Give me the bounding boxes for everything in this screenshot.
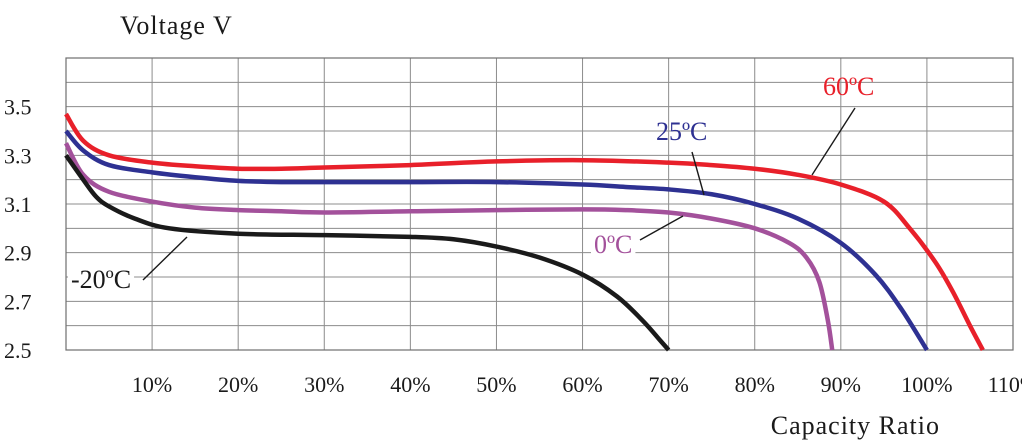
x-tick-label: 10%	[132, 372, 172, 397]
series-label-25c: 25ºC	[656, 117, 707, 146]
series-minus20c-line	[64, 154, 671, 352]
x-tick-label: 60%	[562, 372, 602, 397]
label-background	[68, 264, 135, 295]
x-tick-label: 110%	[988, 372, 1022, 397]
y-tick-label: 2.5	[4, 338, 32, 363]
x-tick-label: 70%	[648, 372, 688, 397]
y-tick-label: 3.1	[4, 192, 32, 217]
x-tick-label: 50%	[476, 372, 516, 397]
leader-line	[142, 236, 188, 281]
y-tick-label: 3.5	[4, 95, 32, 120]
label-background	[591, 229, 636, 260]
leader-line	[639, 215, 684, 241]
y-axis-ticks: 2.5 2.7 2.9 3.1 3.3 3.5	[4, 95, 32, 363]
y-tick-label: 2.9	[4, 241, 32, 266]
series-label-60c: 60ºC	[823, 72, 874, 101]
x-tick-label: 30%	[304, 372, 344, 397]
x-tick-label: 40%	[390, 372, 430, 397]
series-25c-line	[64, 129, 929, 352]
y-tick-label: 2.7	[4, 289, 32, 314]
series-60c-line	[64, 112, 985, 352]
y-axis-title: Voltage V	[120, 11, 233, 40]
grid	[66, 57, 1014, 351]
leader-line	[811, 107, 856, 176]
series-label-minus20c: -20ºC	[71, 265, 131, 294]
x-tick-label: 100%	[901, 372, 952, 397]
leader-line	[691, 151, 705, 196]
y-tick-label: 3.3	[4, 143, 32, 168]
series-0c-line	[63, 142, 835, 351]
series-labels: 60ºC 25ºC 0ºC -20ºC	[68, 72, 874, 295]
x-tick-label: 20%	[218, 372, 258, 397]
x-tick-label: 80%	[735, 372, 775, 397]
x-axis-title: Capacity Ratio	[771, 411, 940, 440]
series-lines	[63, 112, 985, 352]
x-axis-ticks: 10% 20% 30% 40% 50% 60% 70% 80% 90% 100% 110%	[132, 372, 1022, 397]
series-label-0c: 0ºC	[594, 230, 632, 259]
x-tick-label: 90%	[821, 372, 861, 397]
plot-frame	[65, 57, 1014, 351]
